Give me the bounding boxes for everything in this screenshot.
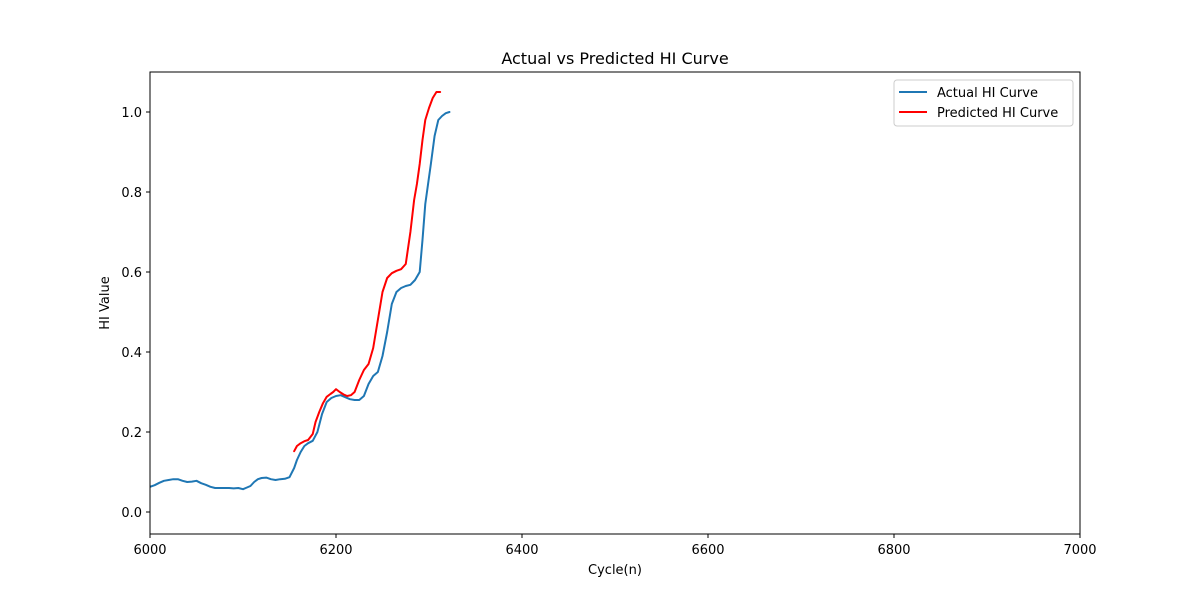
chart-title: Actual vs Predicted HI Curve	[501, 49, 728, 68]
y-tick-label: 1.0	[121, 106, 142, 121]
y-axis: 0.0 0.2 0.4 0.6 0.8 1.0	[121, 106, 150, 521]
y-tick-label: 0.8	[121, 186, 142, 201]
y-tick-label: 0.0	[121, 506, 142, 521]
x-axis: 6000 6200 6400 6600 6800 7000	[133, 534, 1097, 558]
series-line-predicted	[293, 91, 442, 453]
x-tick-label: 6800	[877, 543, 910, 558]
x-tick-label: 6000	[133, 543, 166, 558]
plot-area	[149, 71, 1081, 535]
legend: Actual HI Curve Predicted HI Curve	[893, 79, 1074, 127]
y-tick-label: 0.6	[121, 266, 142, 281]
y-tick-label: 0.2	[121, 426, 142, 441]
x-tick-label: 7000	[1063, 543, 1096, 558]
x-tick-label: 6600	[691, 543, 724, 558]
y-axis-label: HI Value	[98, 276, 113, 329]
y-tick-label: 0.4	[121, 346, 142, 361]
x-tick-label: 6200	[319, 543, 352, 558]
legend-label: Predicted HI Curve	[937, 106, 1058, 121]
legend-label: Actual HI Curve	[937, 86, 1038, 101]
legend-box	[893, 79, 1074, 127]
x-tick-label: 6400	[505, 543, 538, 558]
series-line-actual	[150, 111, 451, 491]
x-axis-label: Cycle(n)	[588, 563, 642, 578]
axes-frame	[149, 71, 1081, 535]
